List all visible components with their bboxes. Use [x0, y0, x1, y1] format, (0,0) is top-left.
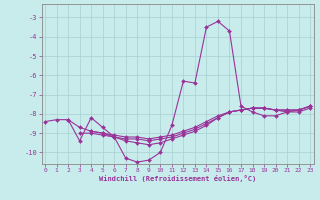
X-axis label: Windchill (Refroidissement éolien,°C): Windchill (Refroidissement éolien,°C) — [99, 175, 256, 182]
